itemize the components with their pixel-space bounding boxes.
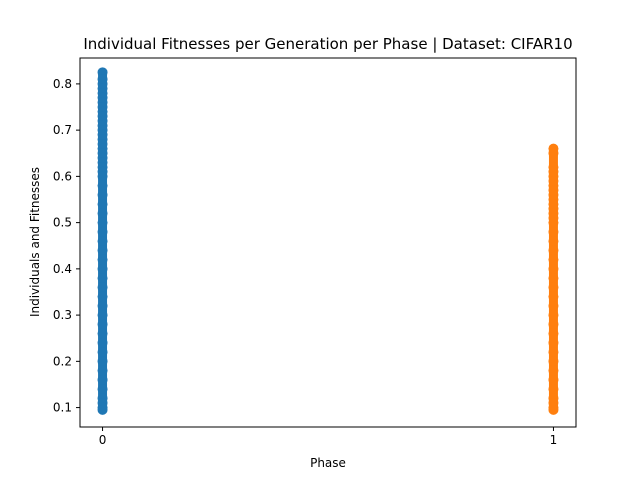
series-1-point-22	[548, 291, 559, 302]
series-0-point-42	[97, 356, 108, 367]
series-1-point-30	[548, 365, 559, 376]
series-0-point-0	[97, 67, 108, 78]
plot-frame	[79, 57, 577, 428]
series-0-point-39	[97, 328, 108, 339]
series-1-point-28	[548, 347, 559, 358]
series-0-point-37	[97, 310, 108, 321]
series-0-point-49	[97, 404, 108, 415]
y-tick-label-1: 0.2	[53, 354, 72, 368]
series-0-point-27	[97, 217, 108, 228]
y-tick-label-3: 0.4	[53, 262, 72, 276]
series-0-point-40	[97, 337, 108, 348]
series-0-point-45	[97, 384, 108, 395]
series-0-point-31	[97, 254, 108, 265]
y-tick-label-0: 0.1	[53, 401, 72, 415]
y-tick-label-7: 0.8	[53, 77, 72, 91]
series-0-point-36	[97, 300, 108, 311]
series-1-point-23	[548, 300, 559, 311]
series-0-point-32	[97, 263, 108, 274]
series-1-point-24	[548, 310, 559, 321]
series-1-point-20	[548, 273, 559, 284]
series-0-point-28	[97, 226, 108, 237]
series-1-point-32	[548, 384, 559, 395]
plot-area	[97, 67, 559, 415]
series-1-point-29	[548, 356, 559, 367]
series-1-point-1	[548, 148, 559, 159]
y-tick-label-2: 0.3	[53, 308, 72, 322]
series-1-point-21	[548, 282, 559, 293]
y-axis-label: Individuals and Fitnesses	[28, 167, 42, 317]
series-0-point-43	[97, 365, 108, 376]
series-0-point-24	[97, 189, 108, 200]
series-0-point-29	[97, 236, 108, 247]
series-1	[548, 143, 559, 415]
x-tick-label-1: 1	[550, 433, 558, 447]
series-0-point-33	[97, 273, 108, 284]
series-0-point-41	[97, 347, 108, 358]
y-tick-label-6: 0.7	[53, 123, 72, 137]
series-1-point-14	[548, 217, 559, 228]
series-1-point-17	[548, 245, 559, 256]
y-tick-label-5: 0.6	[53, 169, 72, 183]
series-0-point-25	[97, 199, 108, 210]
series-0	[97, 67, 108, 415]
series-1-point-27	[548, 337, 559, 348]
series-1-point-18	[548, 254, 559, 265]
series-1-point-26	[548, 328, 559, 339]
x-axis-label: Phase	[310, 456, 346, 470]
y-tick-label-4: 0.5	[53, 216, 72, 230]
series-1-point-31	[548, 374, 559, 385]
series-0-point-22	[97, 171, 108, 182]
series-0-point-34	[97, 282, 108, 293]
series-0-point-26	[97, 208, 108, 219]
series-0-point-44	[97, 374, 108, 385]
series-1-point-36	[548, 404, 559, 415]
y-axis: 0.1 0.2 0.3 0.4 0.5 0.6 0.7 0.8	[53, 77, 80, 415]
series-0-point-38	[97, 319, 108, 330]
series-0-point-30	[97, 245, 108, 256]
series-1-point-25	[548, 319, 559, 330]
series-1-point-16	[548, 236, 559, 247]
series-1-point-19	[548, 263, 559, 274]
series-0-point-35	[97, 291, 108, 302]
series-0-point-23	[97, 180, 108, 191]
x-tick-label-0: 0	[99, 433, 107, 447]
series-1-point-15	[548, 226, 559, 237]
chart-title: Individual Fitnesses per Generation per …	[83, 35, 572, 53]
